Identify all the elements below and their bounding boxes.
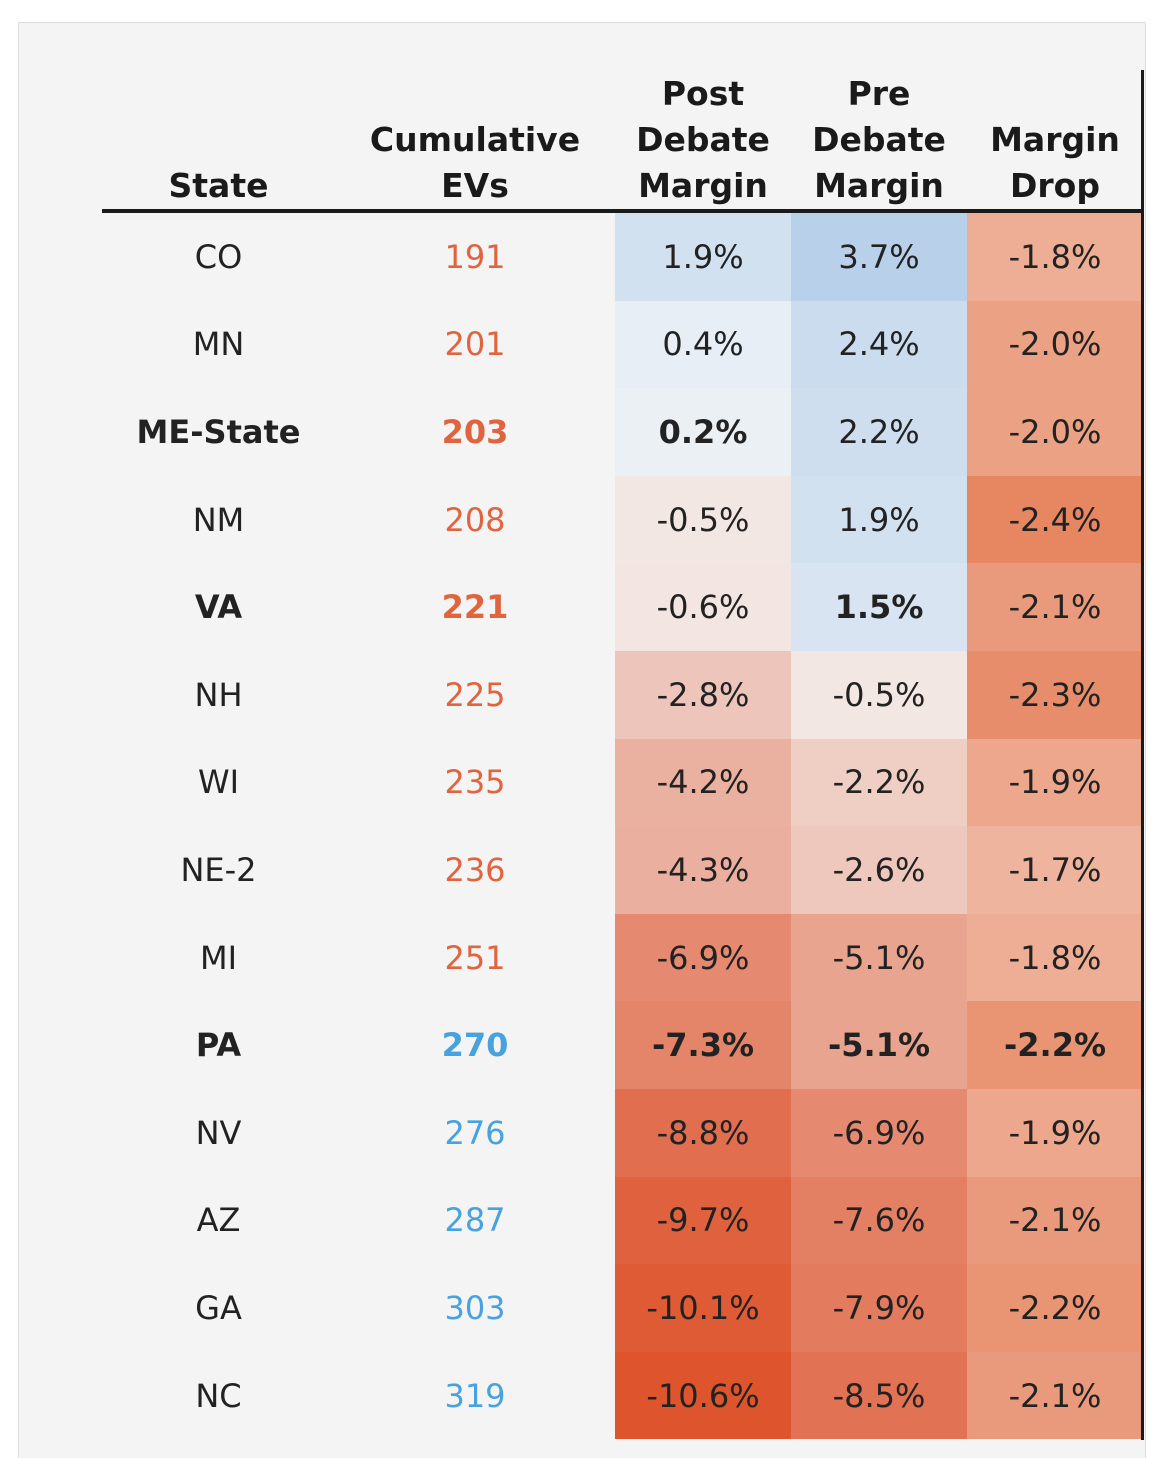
- table-cell: NE-2: [180, 850, 257, 889]
- table-cell: 1.5%: [791, 563, 967, 651]
- table-cell: -10.6%: [615, 1351, 791, 1440]
- table-row: GA 303 -10.1% -7.9% -2.2%: [102, 1264, 1143, 1352]
- table-cell: -0.5%: [615, 475, 791, 564]
- table-cell: -5.1%: [791, 913, 967, 1002]
- table-cell: ME-State: [136, 412, 301, 451]
- table-cell: -1.8%: [967, 913, 1143, 1002]
- table-cell: -2.8%: [615, 650, 791, 739]
- table-cell: -8.8%: [615, 1088, 791, 1177]
- table-cell: NM: [192, 500, 245, 539]
- table-cell: 235: [444, 763, 506, 802]
- table-cell: -0.6%: [615, 563, 791, 651]
- table-cell: 276: [444, 1113, 506, 1152]
- table-row: MI 251 -6.9% -5.1% -1.8%: [102, 913, 1143, 1002]
- table-cell: GA: [195, 1288, 242, 1327]
- table-cell: -10.1%: [615, 1264, 791, 1352]
- table-cell: 2.4%: [791, 300, 967, 389]
- table-body: CO 191 1.9% 3.7% -1.8% MN 201 0.4% 2.4% -2.0% ME-S…: [102, 211, 1143, 1440]
- table-cell: -7.9%: [791, 1264, 967, 1352]
- table-cell: 1.9%: [791, 475, 967, 564]
- table-cell: 303: [444, 1288, 506, 1327]
- column-header: Post Debate Margin: [615, 70, 791, 213]
- table-cell: 225: [444, 675, 506, 714]
- table-cell: -9.7%: [615, 1176, 791, 1265]
- header-row: State Cumulative EVs Post Debate Margin Pre…: [102, 70, 1143, 213]
- table: State Cumulative EVs Post Debate Margin Pre…: [102, 70, 1143, 1440]
- table-cell: WI: [197, 763, 240, 802]
- table-cell: -6.9%: [615, 913, 791, 1002]
- table-cell: -2.2%: [791, 738, 967, 827]
- table-cell: AZ: [196, 1201, 241, 1240]
- table-cell: NC: [195, 1376, 242, 1415]
- right-rule: [1141, 70, 1144, 1440]
- table-row: NE-2 236 -4.3% -2.6% -1.7%: [102, 826, 1143, 914]
- table-cell: -2.0%: [967, 388, 1143, 476]
- table-cell: 319: [444, 1376, 506, 1415]
- table-cell: -5.1%: [791, 1001, 967, 1089]
- table-cell: 0.4%: [615, 300, 791, 389]
- table-cell: -1.9%: [967, 738, 1143, 827]
- table-cell: 236: [444, 850, 506, 889]
- table-cell: 2.2%: [791, 388, 967, 476]
- table-cell: -2.2%: [967, 1001, 1143, 1089]
- table-cell: -4.2%: [615, 738, 791, 827]
- table-cell: -7.3%: [615, 1001, 791, 1089]
- table-row: VA 221 -0.6% 1.5% -2.1%: [102, 563, 1143, 651]
- table-row: WI 235 -4.2% -2.2% -1.9%: [102, 738, 1143, 827]
- table-row: NH 225 -2.8% -0.5% -2.3%: [102, 650, 1143, 739]
- table-cell: 208: [444, 500, 506, 539]
- table-cell: 1.9%: [615, 211, 791, 301]
- table-cell: -2.0%: [967, 300, 1143, 389]
- table-cell: 3.7%: [791, 211, 967, 301]
- table-cell: -2.1%: [967, 563, 1143, 651]
- table-cell: -1.7%: [967, 826, 1143, 914]
- table-cell: -2.3%: [967, 650, 1143, 739]
- table-row: NV 276 -8.8% -6.9% -1.9%: [102, 1088, 1143, 1177]
- table-cell: -2.1%: [967, 1176, 1143, 1265]
- table-cell: -6.9%: [791, 1088, 967, 1177]
- table-cell: VA: [194, 588, 243, 627]
- table-cell: 191: [444, 237, 506, 276]
- table-cell: 270: [441, 1026, 509, 1065]
- table-row: PA 270 -7.3% -5.1% -2.2%: [102, 1001, 1143, 1089]
- column-header: Margin Drop: [967, 70, 1143, 213]
- table-cell: -4.3%: [615, 826, 791, 914]
- table-cell: CO: [194, 237, 243, 276]
- table-cell: -8.5%: [791, 1351, 967, 1440]
- table-row: CO 191 1.9% 3.7% -1.8%: [102, 211, 1143, 301]
- table-cell: -1.9%: [967, 1088, 1143, 1177]
- table-cell: 221: [441, 588, 509, 627]
- table-row: NM 208 -0.5% 1.9% -2.4%: [102, 475, 1143, 564]
- column-header: Cumulative EVs: [335, 70, 615, 213]
- table-cell: -1.8%: [967, 211, 1143, 301]
- column-header: State: [102, 70, 335, 213]
- table-cell: NV: [195, 1113, 242, 1152]
- table-row: AZ 287 -9.7% -7.6% -2.1%: [102, 1176, 1143, 1265]
- table-cell: 287: [444, 1201, 506, 1240]
- table-cell: PA: [195, 1026, 242, 1065]
- table-row: ME-State 203 0.2% 2.2% -2.0%: [102, 388, 1143, 476]
- table-row: MN 201 0.4% 2.4% -2.0%: [102, 300, 1143, 389]
- table-cell: 203: [441, 412, 509, 451]
- table-cell: 0.2%: [615, 388, 791, 476]
- table-cell: 201: [444, 325, 506, 364]
- table-cell: -0.5%: [791, 650, 967, 739]
- table-cell: -2.2%: [967, 1264, 1143, 1352]
- column-header: Pre Debate Margin: [791, 70, 967, 213]
- table-cell: MN: [192, 325, 245, 364]
- table-cell: -2.1%: [967, 1351, 1143, 1440]
- table-cell: 251: [444, 938, 506, 977]
- table-row: NC 319 -10.6% -8.5% -2.1%: [102, 1351, 1143, 1440]
- table-cell: MI: [199, 938, 238, 977]
- table-cell: -2.4%: [967, 475, 1143, 564]
- table-cell: -2.6%: [791, 826, 967, 914]
- table-cell: NH: [194, 675, 243, 714]
- table-cell: -7.6%: [791, 1176, 967, 1265]
